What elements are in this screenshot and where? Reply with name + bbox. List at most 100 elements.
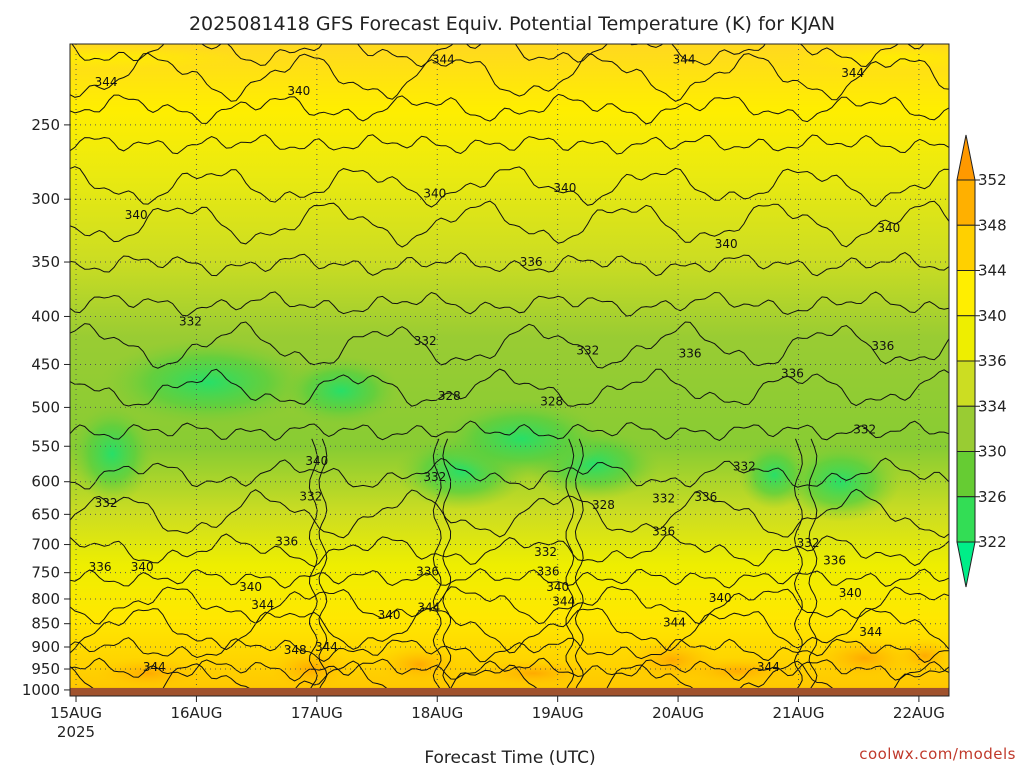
contour-label: 336 (679, 346, 702, 360)
contour-label: 340 (546, 580, 569, 594)
x-tick-label: 20AUG (652, 704, 704, 722)
contour-label: 344 (95, 75, 118, 89)
field-feature (473, 659, 594, 688)
contour-line (308, 438, 318, 691)
contour-label: 336 (416, 565, 439, 579)
field-feature (678, 657, 799, 686)
y-tick-label: 1000 (22, 681, 60, 699)
x-tick-sublabel: 2025 (57, 723, 95, 741)
contour-label: 336 (275, 535, 298, 549)
y-tick-label: 250 (31, 116, 60, 134)
chart-title: 2025081418 GFS Forecast Equiv. Potential… (189, 13, 835, 35)
contour-line (70, 533, 949, 568)
contour-label: 348 (284, 643, 307, 657)
y-tick-label: 950 (31, 660, 60, 678)
contour-line (70, 200, 949, 248)
x-tick-label: 21AUG (773, 704, 825, 722)
contour-line (70, 568, 949, 589)
contour-line (70, 134, 949, 155)
colorbar-tick-label: 344 (978, 262, 1007, 280)
colorbar-segment (956, 496, 976, 543)
contour-line (574, 438, 584, 691)
contour-label: 340 (877, 221, 900, 235)
contour-line (70, 586, 949, 625)
field-features (70, 44, 949, 692)
contour-label: 336 (823, 554, 846, 568)
contour-line (70, 252, 949, 277)
contour-label: 344 (673, 53, 696, 67)
colorbar-segment (956, 224, 976, 271)
contour-line (432, 438, 442, 691)
contour-label: 340 (715, 237, 738, 251)
y-tick-label: 500 (31, 398, 60, 416)
contour-label: 336 (89, 560, 112, 574)
contour-label: 344 (757, 660, 780, 674)
y-tick-label: 300 (31, 190, 60, 208)
y-tick-label: 850 (31, 615, 60, 633)
contour-label: 340 (378, 608, 401, 622)
contour-label: 340 (839, 586, 862, 600)
contour-label: 336 (520, 255, 543, 269)
contour-label: 332 (179, 315, 202, 329)
contour-label: 340 (709, 591, 732, 605)
contour-line (70, 637, 949, 663)
y-tick-label: 650 (31, 505, 60, 523)
contour-label: 344 (315, 640, 338, 654)
colorbar-segment (956, 179, 976, 226)
contour-line (793, 438, 803, 691)
contour-label: 336 (871, 339, 894, 353)
credit-text: coolwx.com/models (859, 745, 1016, 763)
y-tick-label: 750 (31, 564, 60, 582)
y-tick-label: 450 (31, 355, 60, 373)
contour-label: 332 (576, 344, 599, 358)
contour-label: 328 (438, 389, 461, 403)
contour-line (70, 52, 949, 102)
contour-line (70, 488, 949, 539)
contour-lines (70, 44, 949, 696)
contour-label: 336 (694, 490, 717, 504)
field-feature (70, 45, 245, 70)
field-feature (70, 403, 155, 504)
colorbar-tick-label: 336 (978, 352, 1007, 370)
contour-line (442, 438, 452, 691)
colorbar-extend-top (956, 134, 976, 181)
field-feature (786, 44, 949, 72)
contour-line (70, 368, 949, 407)
contour-line (318, 438, 328, 691)
colorbar-tick-label: 322 (978, 533, 1007, 551)
colorbar-tick-label: 326 (978, 488, 1007, 506)
field-feature (100, 337, 317, 428)
colorbar-segment (956, 270, 976, 317)
contour-label: 344 (143, 660, 166, 674)
contour-line (70, 291, 949, 317)
contour-line (71, 44, 925, 68)
y-tick-label: 600 (31, 473, 60, 491)
y-axis: 250 300 350 400 450 500 550 600 650 700 750 800 850 9… (22, 116, 70, 699)
x-tick-label: 22AUG (893, 704, 945, 722)
colorbar-segment (956, 405, 976, 452)
contour-label: 340 (423, 187, 446, 201)
contour-line (70, 93, 949, 125)
contour-label: 332 (733, 459, 756, 473)
surface-band (70, 687, 949, 696)
contour-label: 332 (853, 423, 876, 437)
x-tick-label: 15AUG (50, 704, 102, 722)
contour-label: 344 (841, 66, 864, 80)
field-feature (738, 440, 811, 509)
contour-label: 336 (537, 565, 560, 579)
contour-label: 332 (797, 536, 820, 550)
contour-label: 332 (423, 470, 446, 484)
x-tick-label: 18AUG (411, 704, 463, 722)
contour-label: 344 (251, 598, 274, 612)
contour-label: 328 (592, 498, 615, 512)
contour-label: 340 (239, 580, 262, 594)
colorbar-segment (956, 360, 976, 407)
contour-label: 344 (552, 595, 575, 609)
x-tick-label: 16AUG (170, 704, 222, 722)
contour-line (70, 660, 949, 696)
gridlines (70, 44, 949, 696)
